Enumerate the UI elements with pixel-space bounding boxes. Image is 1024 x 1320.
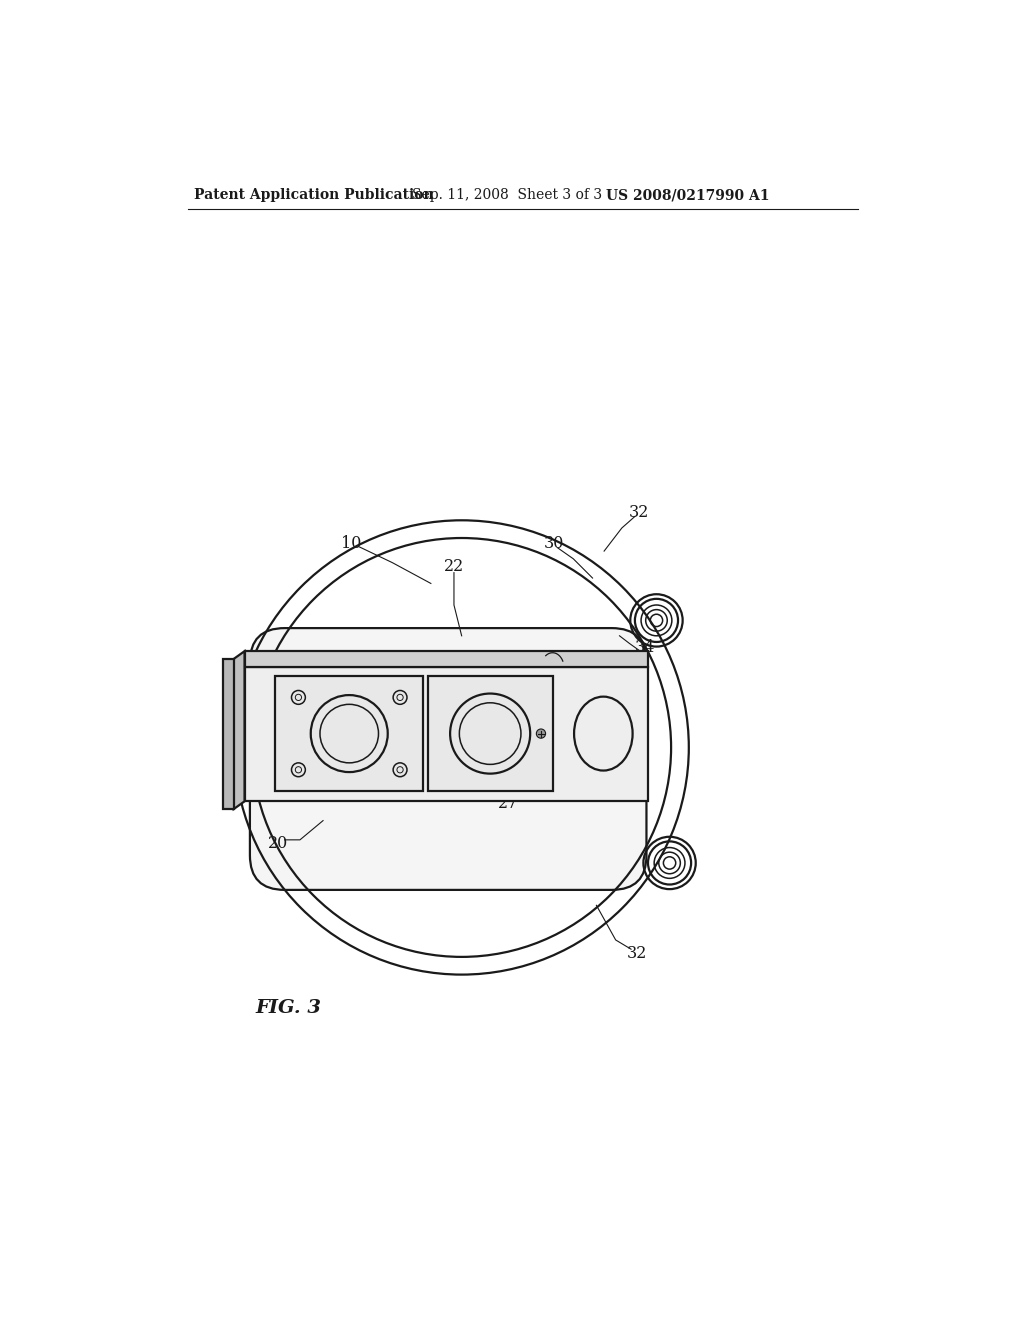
Text: 18: 18 (291, 747, 311, 764)
FancyBboxPatch shape (250, 628, 646, 890)
Text: 16: 16 (312, 655, 333, 672)
Text: FIG. 3: FIG. 3 (255, 999, 322, 1018)
Bar (245, 667, 648, 801)
Bar (223, 659, 233, 809)
Text: US 2008/0217990 A1: US 2008/0217990 A1 (606, 189, 770, 202)
Bar (275, 676, 423, 792)
Text: 30: 30 (544, 535, 564, 552)
Text: 32: 32 (629, 504, 649, 521)
Text: 32: 32 (627, 945, 647, 961)
Text: 34: 34 (635, 639, 655, 656)
Text: 25: 25 (547, 660, 567, 677)
Text: 24: 24 (472, 660, 492, 677)
Text: 10: 10 (341, 535, 361, 552)
Bar (245, 651, 648, 667)
Text: 42: 42 (311, 770, 332, 787)
Text: Patent Application Publication: Patent Application Publication (194, 189, 433, 202)
Text: 27: 27 (498, 795, 518, 812)
Text: 20: 20 (268, 836, 289, 853)
Text: Sep. 11, 2008  Sheet 3 of 3: Sep. 11, 2008 Sheet 3 of 3 (412, 189, 602, 202)
Circle shape (537, 729, 546, 738)
Bar (428, 676, 553, 792)
Text: 22: 22 (443, 558, 464, 576)
Polygon shape (233, 651, 245, 809)
